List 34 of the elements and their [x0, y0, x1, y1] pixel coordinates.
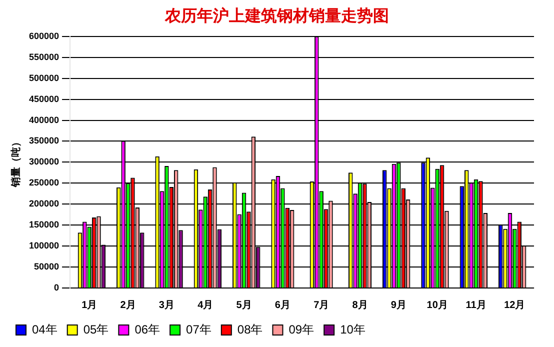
x-tick-label: 3月	[158, 300, 174, 311]
y-tick-label: 500000	[28, 72, 60, 83]
y-tick-label: 300000	[28, 156, 60, 167]
y-tick-label: 400000	[28, 114, 60, 125]
x-tick-label: 6月	[274, 300, 290, 311]
y-tick-label: 100000	[28, 240, 60, 251]
x-tick-label: 11月	[466, 300, 486, 311]
legend-label: 09年	[288, 322, 314, 336]
x-tick-label: 1月	[82, 300, 98, 311]
y-tick-label: 450000	[28, 94, 60, 104]
y-tick-label: 150000	[28, 220, 60, 230]
y-tick-label: 350000	[28, 136, 60, 146]
y-axis-title: 销量（吨）	[10, 137, 22, 188]
x-tick-label: 10月	[426, 300, 448, 311]
legend-label: 10年	[340, 322, 366, 336]
y-tick-label: 600000	[28, 30, 60, 41]
x-tick-label: 9月	[390, 300, 406, 311]
x-tick-label: 5月	[236, 300, 252, 311]
x-tick-label: 7月	[314, 300, 330, 311]
x-tick-label: 8月	[352, 300, 368, 311]
legend-label: 08年	[237, 322, 263, 336]
y-tick-label: 200000	[28, 198, 60, 209]
legend-label: 05年	[83, 322, 109, 336]
chart-title: 农历年沪上建筑钢材销量走势图	[164, 6, 390, 27]
y-tick-label: 50000	[34, 262, 60, 272]
legend-label: 04年	[32, 322, 58, 336]
x-tick-label: 12月	[504, 300, 526, 311]
x-tick-label: 2月	[120, 300, 136, 311]
legend-label: 07年	[186, 322, 212, 336]
y-tick-label: 550000	[28, 52, 60, 62]
legend-label: 06年	[134, 322, 160, 336]
x-tick-label: 4月	[198, 300, 214, 311]
y-tick-label: 250000	[28, 178, 60, 188]
y-tick-label: 0	[54, 282, 60, 292]
